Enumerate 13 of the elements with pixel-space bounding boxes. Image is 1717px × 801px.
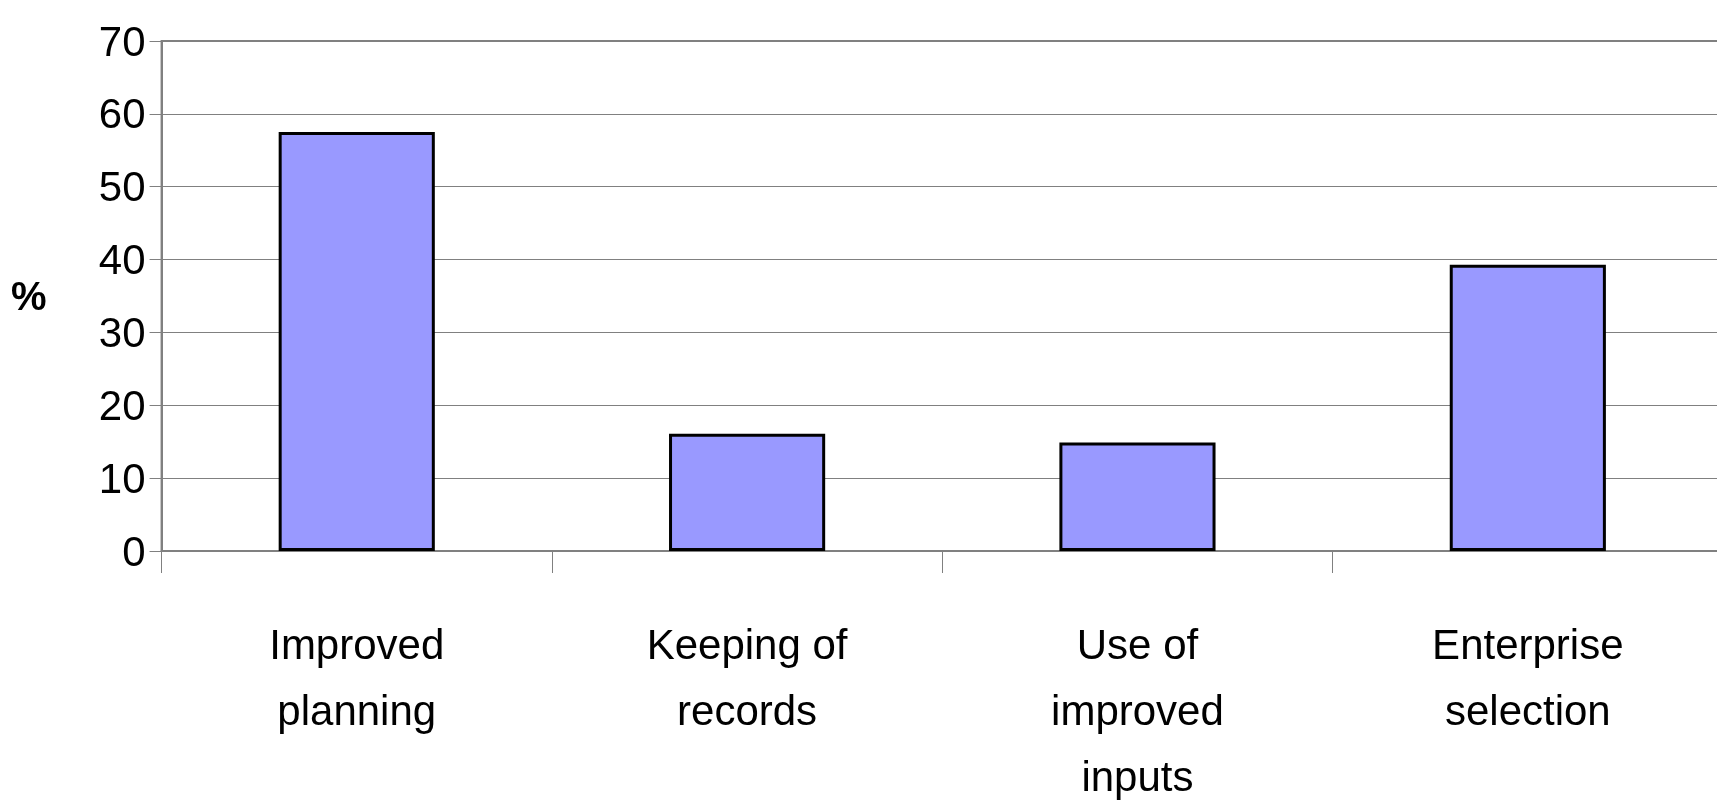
y-tick-label: 30 [98,308,146,356]
y-tick-label: 0 [122,527,146,575]
y-tick-label: 70 [98,17,146,65]
x-tick-label: Improved planning [269,620,445,734]
y-tick-label: 40 [98,236,146,284]
y-tick-label: 10 [98,454,146,502]
y-tick-label: 50 [98,163,146,211]
y-axis-title: % [10,274,47,318]
x-tick-label: Enterprise selection [1432,620,1624,734]
y-tick-label: 20 [98,381,146,429]
x-tick-label: Use of improved inputs [1051,620,1224,800]
y-tick-label: 60 [98,90,146,138]
x-tick-label: Keeping of records [646,620,848,734]
